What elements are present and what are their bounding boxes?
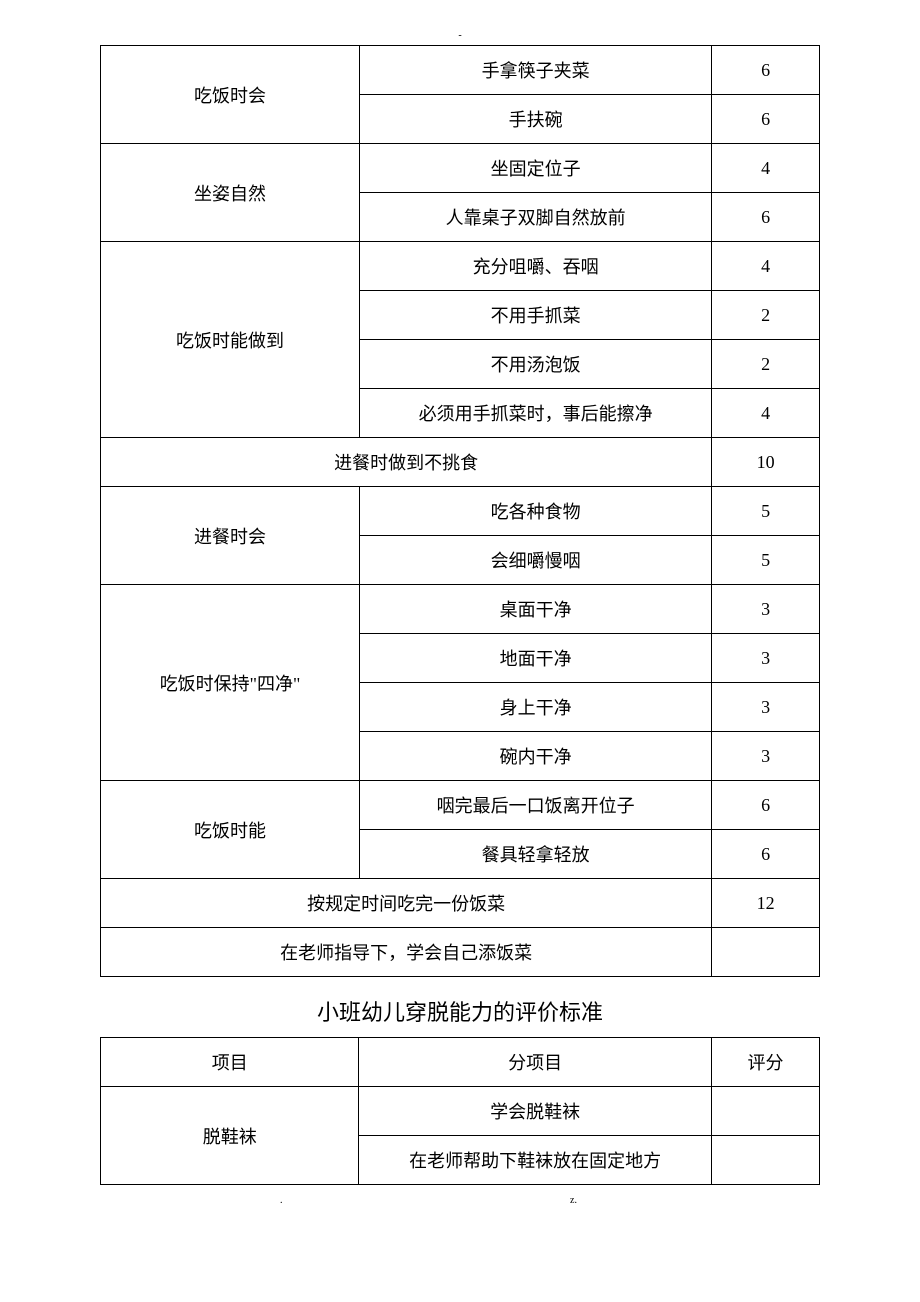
score-cell: 4: [712, 389, 820, 438]
eating-table: 吃饭时会 手拿筷子夹菜 6 手扶碗 6 坐姿自然 坐固定位子 4 人靠桌子双脚自…: [100, 45, 820, 977]
score-cell: 6: [712, 781, 820, 830]
header-cell: 评分: [711, 1038, 819, 1087]
sub-item: 人靠桌子双脚自然放前: [360, 193, 712, 242]
dressing-table: 项目 分项目 评分 脱鞋袜 学会脱鞋袜 在老师帮助下鞋袜放在固定地方: [100, 1037, 820, 1185]
table-row: 在老师指导下，学会自己添饭菜: [101, 928, 820, 977]
score-cell: 3: [712, 634, 820, 683]
table-row: 脱鞋袜 学会脱鞋袜: [101, 1087, 820, 1136]
group-label: 吃饭时会: [101, 46, 360, 144]
sub-item: 手扶碗: [360, 95, 712, 144]
score-cell: 10: [712, 438, 820, 487]
sub-item: 咽完最后一口饭离开位子: [360, 781, 712, 830]
sub-item: 餐具轻拿轻放: [360, 830, 712, 879]
table-row: 进餐时会 吃各种食物 5: [101, 487, 820, 536]
score-cell: 5: [712, 536, 820, 585]
group-label: 吃饭时能: [101, 781, 360, 879]
score-cell: 4: [712, 144, 820, 193]
table-row: 按规定时间吃完一份饭菜 12: [101, 879, 820, 928]
table-row: 进餐时做到不挑食 10: [101, 438, 820, 487]
header-cell: 分项目: [359, 1038, 711, 1087]
footer-dot: .: [280, 1195, 283, 1206]
full-item: 按规定时间吃完一份饭菜: [101, 879, 712, 928]
score-cell: 6: [712, 193, 820, 242]
score-cell: 2: [712, 291, 820, 340]
sub-item: 充分咀嚼、吞咽: [360, 242, 712, 291]
sub-item: 地面干净: [360, 634, 712, 683]
sub-item: 桌面干净: [360, 585, 712, 634]
score-cell: 12: [712, 879, 820, 928]
group-label: 进餐时会: [101, 487, 360, 585]
group-label: 脱鞋袜: [101, 1087, 359, 1185]
page-top-mark: -: [0, 30, 920, 41]
score-cell: 4: [712, 242, 820, 291]
table-row: 吃饭时会 手拿筷子夹菜 6: [101, 46, 820, 95]
full-item: 进餐时做到不挑食: [101, 438, 712, 487]
score-cell: 2: [712, 340, 820, 389]
table-row: 吃饭时保持"四净" 桌面干净 3: [101, 585, 820, 634]
sub-item: 会细嚼慢咽: [360, 536, 712, 585]
score-cell: [711, 1136, 819, 1185]
score-cell: [712, 928, 820, 977]
table-row: 吃饭时能做到 充分咀嚼、吞咽 4: [101, 242, 820, 291]
header-cell: 项目: [101, 1038, 359, 1087]
footer-z: z.: [570, 1195, 577, 1206]
score-cell: [711, 1087, 819, 1136]
group-label: 吃饭时能做到: [101, 242, 360, 438]
full-item: 在老师指导下，学会自己添饭菜: [101, 928, 712, 977]
sub-item: 手拿筷子夹菜: [360, 46, 712, 95]
group-label: 坐姿自然: [101, 144, 360, 242]
sub-item: 吃各种食物: [360, 487, 712, 536]
table-row: 坐姿自然 坐固定位子 4: [101, 144, 820, 193]
score-cell: 6: [712, 95, 820, 144]
group-label: 吃饭时保持"四净": [101, 585, 360, 781]
sub-item: 碗内干净: [360, 732, 712, 781]
sub-item: 学会脱鞋袜: [359, 1087, 711, 1136]
score-cell: 3: [712, 585, 820, 634]
table-header-row: 项目 分项目 评分: [101, 1038, 820, 1087]
score-cell: 5: [712, 487, 820, 536]
sub-item: 身上干净: [360, 683, 712, 732]
sub-item: 在老师帮助下鞋袜放在固定地方: [359, 1136, 711, 1185]
score-cell: 6: [712, 830, 820, 879]
sub-item: 不用手抓菜: [360, 291, 712, 340]
page-footer: . z.: [100, 1195, 820, 1209]
score-cell: 3: [712, 683, 820, 732]
score-cell: 6: [712, 46, 820, 95]
sub-item: 不用汤泡饭: [360, 340, 712, 389]
score-cell: 3: [712, 732, 820, 781]
sub-item: 必须用手抓菜时，事后能擦净: [360, 389, 712, 438]
table-row: 吃饭时能 咽完最后一口饭离开位子 6: [101, 781, 820, 830]
section-title: 小班幼儿穿脱能力的评价标准: [0, 995, 920, 1027]
sub-item: 坐固定位子: [360, 144, 712, 193]
